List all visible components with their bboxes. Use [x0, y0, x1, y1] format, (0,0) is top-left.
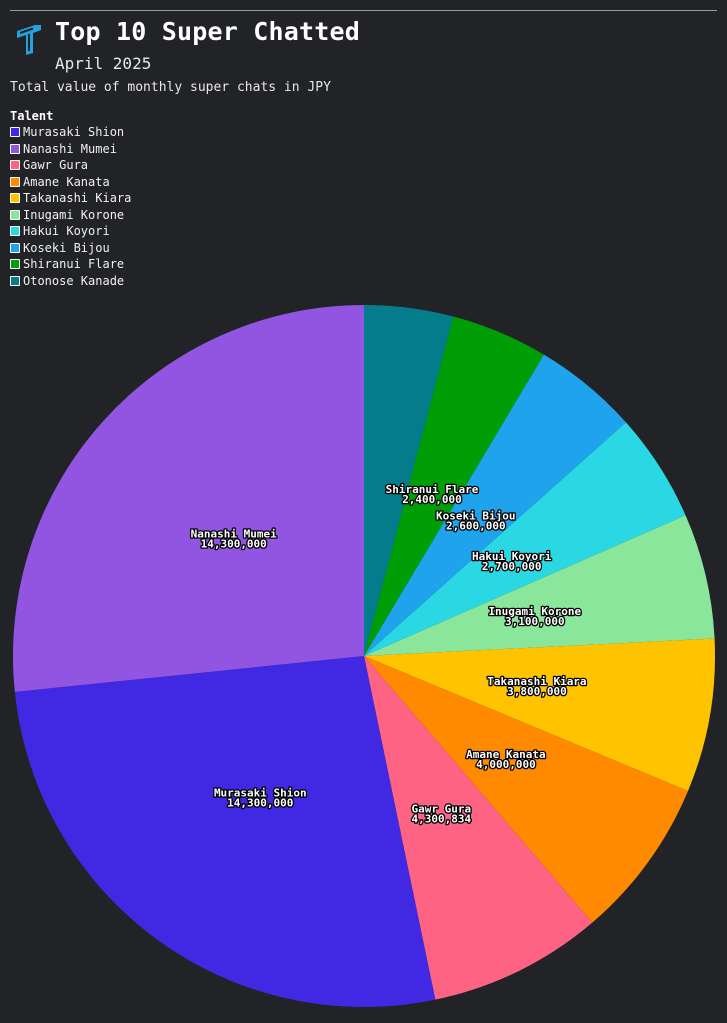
pie-slice-amane-kanata[interactable] — [364, 656, 688, 923]
legend-swatch — [10, 242, 20, 253]
legend-label: Shiranui Flare — [23, 257, 125, 272]
legend-item-murasaki-shion[interactable]: Murasaki Shion — [10, 124, 131, 141]
chart-subtitle: April 2025 — [55, 54, 152, 73]
legend-swatch — [10, 275, 20, 286]
pie-slice-takanashi-kiara[interactable] — [364, 638, 716, 792]
legend-swatch — [10, 127, 20, 138]
legend-item-hakui-koyori[interactable]: Hakui Koyori — [10, 223, 131, 240]
slice-label-gawr-gura: Gawr Gura 4,300,834 — [411, 803, 471, 826]
pie-slice-koseki-bijou[interactable] — [364, 354, 626, 656]
slice-label-inugami-korone: Inugami Korone 3,100,000 — [488, 605, 581, 628]
slice-label-koseki-bijou: Koseki Bijou 2,600,000 — [436, 510, 515, 533]
slice-label-hakui-koyori: Hakui Koyori 2,700,000 — [472, 550, 552, 573]
legend-item-amane-kanata[interactable]: Amane Kanata — [10, 174, 131, 191]
pie-slice-gawr-gura[interactable] — [364, 656, 593, 1000]
slice-label-murasaki-shion: Murasaki Shion 14,300,000 — [214, 787, 307, 810]
legend-swatch — [10, 193, 20, 204]
legend-items: Murasaki Shion Nanashi Mumei Gawr Gura Aman… — [10, 124, 131, 289]
legend-item-takanashi-kiara[interactable]: Takanashi Kiara — [10, 190, 131, 207]
slice-label-shiranui-flare: Shiranui Flare 2,400,000 — [386, 483, 479, 506]
legend-swatch — [10, 209, 20, 220]
slice-label-nanashi-mumei: Nanashi Mumei 14,300,000 — [191, 527, 277, 550]
chart-title: Top 10 Super Chatted — [55, 17, 361, 46]
legend: Talent Murasaki Shion Nanashi Mumei Gawr G… — [10, 109, 131, 289]
legend-swatch — [10, 176, 20, 187]
legend-swatch — [10, 259, 20, 270]
slice-label-takanashi-kiara: Takanashi Kiara 3,800,000 — [487, 675, 586, 698]
legend-label: Otonose Kanade — [23, 273, 125, 288]
pie-slices — [13, 305, 716, 1007]
pie-slice-hakui-koyori[interactable] — [364, 422, 686, 656]
legend-label: Takanashi Kiara — [23, 191, 132, 206]
legend-swatch — [10, 143, 20, 154]
legend-label: Nanashi Mumei — [23, 141, 117, 156]
logo-icon — [17, 25, 41, 55]
legend-label: Murasaki Shion — [23, 125, 125, 140]
pie-slice-otonose-kanade[interactable] — [364, 305, 454, 656]
top-divider — [10, 10, 717, 11]
slice-label-amane-kanata: Amane Kanata 4,000,000 — [466, 748, 545, 771]
legend-item-gawr-gura[interactable]: Gawr Gura — [10, 157, 131, 174]
pie-slice-murasaki-shion[interactable] — [14, 656, 436, 1007]
legend-title: Talent — [10, 109, 54, 123]
legend-item-otonose-kanade[interactable]: Otonose Kanade — [10, 273, 131, 290]
legend-item-inugami-korone[interactable]: Inugami Korone — [10, 207, 131, 224]
legend-label: Amane Kanata — [23, 174, 110, 189]
legend-label: Inugami Korone — [23, 207, 125, 222]
legend-swatch — [10, 226, 20, 237]
legend-item-shiranui-flare[interactable]: Shiranui Flare — [10, 256, 131, 273]
legend-label: Gawr Gura — [23, 158, 89, 173]
chart-description: Total value of monthly super chats in JP… — [10, 80, 331, 95]
pie-labels: Shiranui Flare 2,400,000 Koseki Bijou 2,600… — [189, 482, 588, 827]
legend-item-nanashi-mumei[interactable]: Nanashi Mumei — [10, 141, 131, 158]
legend-swatch — [10, 160, 20, 171]
legend-item-koseki-bijou[interactable]: Koseki Bijou — [10, 240, 131, 257]
legend-label: Hakui Koyori — [23, 224, 110, 239]
legend-label: Koseki Bijou — [23, 240, 110, 255]
pie-slice-inugami-korone[interactable] — [364, 515, 715, 656]
pie-slice-shiranui-flare[interactable] — [364, 316, 544, 656]
pie-slice-nanashi-mumei[interactable] — [13, 305, 365, 692]
